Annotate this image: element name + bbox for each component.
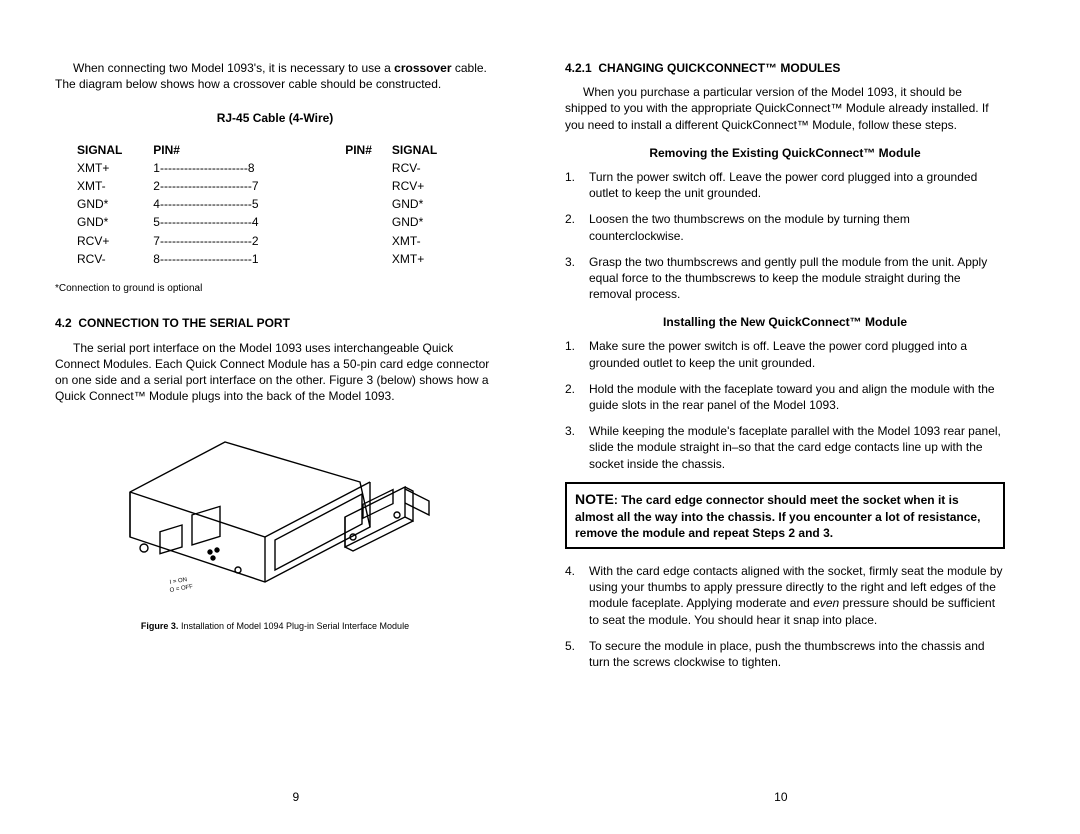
p-4-2-1: When you purchase a particular version o…: [565, 84, 1005, 133]
table-row: XMT+1----------------------8RCV-: [75, 159, 475, 177]
list-item: 1.Make sure the power switch is off. Lea…: [565, 338, 1005, 370]
crossover-bold: crossover: [394, 61, 451, 75]
h42-title: CONNECTION TO THE SERIAL PORT: [78, 316, 290, 330]
cable-table-title: RJ-45 Cable (4-Wire): [55, 110, 495, 126]
h42-num: 4.2: [55, 316, 72, 330]
figure-3-caption: Figure 3. Installation of Model 1094 Plu…: [55, 620, 495, 632]
table-row: GND*4-----------------------5GND*: [75, 195, 475, 213]
list-item: 2.Loosen the two thumbscrews on the modu…: [565, 211, 1005, 243]
removing-title: Removing the Existing QuickConnect™ Modu…: [565, 145, 1005, 161]
list-item: 2.Hold the module with the faceplate tow…: [565, 381, 1005, 413]
h421-title: CHANGING QUICKCONNECT™ MODULES: [598, 61, 840, 75]
note-box: NOTE: The card edge connector should mee…: [565, 482, 1005, 549]
table-footnote: *Connection to ground is optional: [55, 282, 495, 296]
left-page: When connecting two Model 1093's, it is …: [55, 60, 495, 680]
note-label: NOTE: [575, 491, 614, 507]
note-text: : The card edge connector should meet th…: [575, 493, 980, 540]
step5-text: To secure the module in place, push the …: [589, 638, 1005, 670]
th-signal-l: SIGNAL: [75, 141, 151, 159]
table-row: RCV-8-----------------------1XMT+: [75, 250, 475, 268]
th-signal-r: SIGNAL: [374, 141, 475, 159]
fig3-rest: Installation of Model 1094 Plug-in Seria…: [178, 621, 409, 631]
pin-table: SIGNAL PIN# PIN# SIGNAL XMT+1-----------…: [75, 141, 475, 268]
th-pin-r: PIN#: [326, 141, 373, 159]
install-steps-list-4-5: 4. With the card edge contacts aligned w…: [565, 563, 1005, 670]
intro-text-1: When connecting two Model 1093's, it is …: [73, 61, 391, 75]
fig3-bold: Figure 3.: [141, 621, 179, 631]
right-page: 4.2.1 CHANGING QUICKCONNECT™ MODULES Whe…: [565, 60, 1005, 680]
p-4-2: The serial port interface on the Model 1…: [55, 340, 495, 405]
pin-table-wrap: SIGNAL PIN# PIN# SIGNAL XMT+1-----------…: [75, 141, 475, 268]
list-item: 3.While keeping the module's faceplate p…: [565, 423, 1005, 472]
table-row: RCV+7-----------------------2XMT-: [75, 232, 475, 250]
heading-4-2: 4.2 CONNECTION TO THE SERIAL PORT: [55, 315, 495, 331]
list-item: 3.Grasp the two thumbscrews and gently p…: [565, 254, 1005, 303]
install-step-5: 5. To secure the module in place, push t…: [565, 638, 1005, 670]
table-row: XMT-2-----------------------7RCV+: [75, 177, 475, 195]
intro-paragraph: When connecting two Model 1093's, it is …: [55, 60, 495, 92]
heading-4-2-1: 4.2.1 CHANGING QUICKCONNECT™ MODULES: [565, 60, 1005, 76]
h421-num: 4.2.1: [565, 61, 592, 75]
page-num-right: 10: [774, 790, 787, 804]
figure-3: I = ON O = OFF: [55, 422, 495, 612]
device-illustration: I = ON O = OFF: [110, 422, 440, 612]
list-item: 1.Turn the power switch off. Leave the p…: [565, 169, 1005, 201]
installing-title: Installing the New QuickConnect™ Module: [565, 314, 1005, 330]
install-step-4: 4. With the card edge contacts aligned w…: [565, 563, 1005, 628]
install-steps-list-1-3: 1.Make sure the power switch is off. Lea…: [565, 338, 1005, 471]
page-numbers: 9 10: [0, 790, 1080, 804]
remove-steps-list: 1.Turn the power switch off. Leave the p…: [565, 169, 1005, 302]
page-num-left: 9: [292, 790, 299, 804]
step4-even: even: [813, 596, 839, 610]
th-pin-l: PIN#: [151, 141, 320, 159]
table-row: GND*5-----------------------4GND*: [75, 213, 475, 231]
